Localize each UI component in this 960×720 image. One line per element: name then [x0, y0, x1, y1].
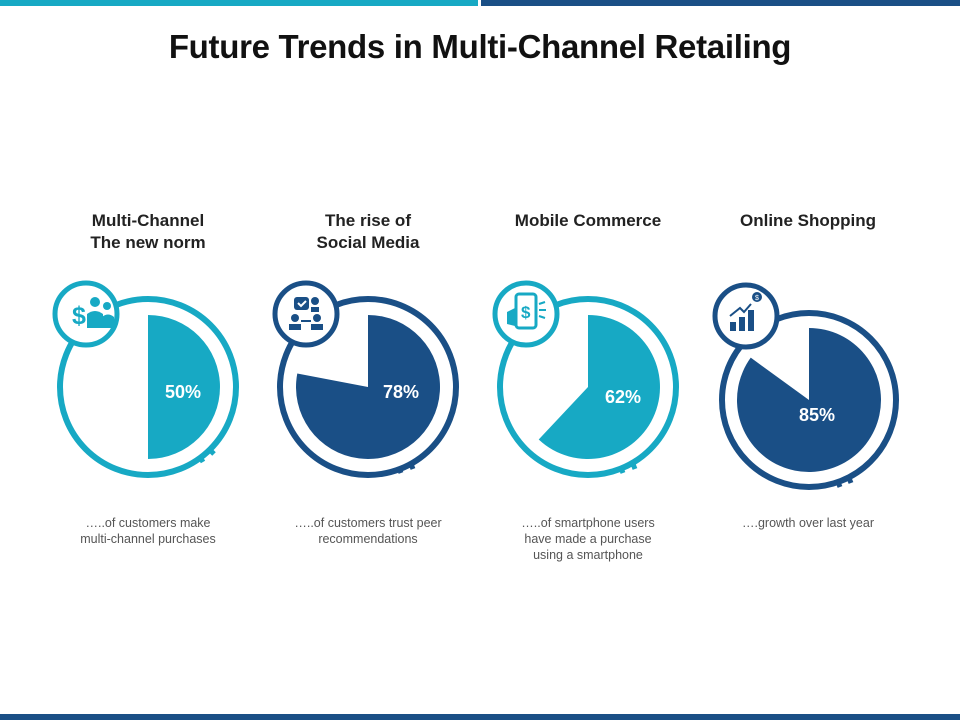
- percent-label: 50%: [164, 382, 202, 402]
- ring-tick-marks: [396, 463, 416, 474]
- bottom-accent-bar: [0, 714, 960, 720]
- card-heading: Mobile Commerce: [514, 211, 662, 230]
- svg-text:$: $: [521, 303, 531, 322]
- svg-text:$: $: [72, 302, 86, 330]
- card-heading: Online Shopping: [740, 211, 876, 230]
- ring-tick-marks: [197, 448, 216, 464]
- gauge: $: [712, 282, 899, 490]
- gauge: [272, 280, 459, 478]
- card-caption: ….growth over last year: [742, 516, 874, 530]
- percent-label: 85%: [798, 405, 836, 425]
- card-caption: …..of customers trust peer recommendatio…: [294, 516, 442, 546]
- gauge-outer-ring: [277, 296, 459, 478]
- mobile-payment-icon: $: [492, 280, 560, 348]
- percent-slice: [296, 315, 441, 459]
- card-caption: …..of smartphone users have made a purch…: [521, 516, 655, 562]
- gauge: $: [492, 280, 679, 478]
- money-people-icon: $: [52, 280, 120, 348]
- percent-label: 62%: [604, 387, 642, 407]
- card-heading: The rise of Social Media: [316, 211, 420, 252]
- percent-label: 78%: [382, 382, 420, 402]
- social-network-icon: [272, 280, 340, 348]
- page-title: Future Trends in Multi-Channel Retailing: [168, 28, 792, 65]
- card-caption: …..of customers make multi-channel purch…: [80, 516, 216, 546]
- ring-tick-marks: [618, 463, 638, 474]
- gauge-outer-ring: [497, 296, 679, 478]
- ring-tick-marks: [835, 477, 854, 488]
- percent-slice: [736, 328, 881, 472]
- card-heading: Multi-Channel The new norm: [90, 211, 206, 252]
- growth-chart-icon: $: [712, 282, 780, 350]
- gauge-outer-ring: [719, 310, 899, 490]
- percent-slice: [538, 315, 660, 459]
- top-accent-bar: [0, 0, 960, 6]
- percent-slice: [148, 315, 220, 459]
- svg-text:$: $: [755, 295, 759, 302]
- gauge-outer-ring: [57, 296, 239, 478]
- gauge: $: [52, 280, 239, 478]
- top-accent-teal: [0, 0, 478, 6]
- top-accent-navy: [481, 0, 960, 6]
